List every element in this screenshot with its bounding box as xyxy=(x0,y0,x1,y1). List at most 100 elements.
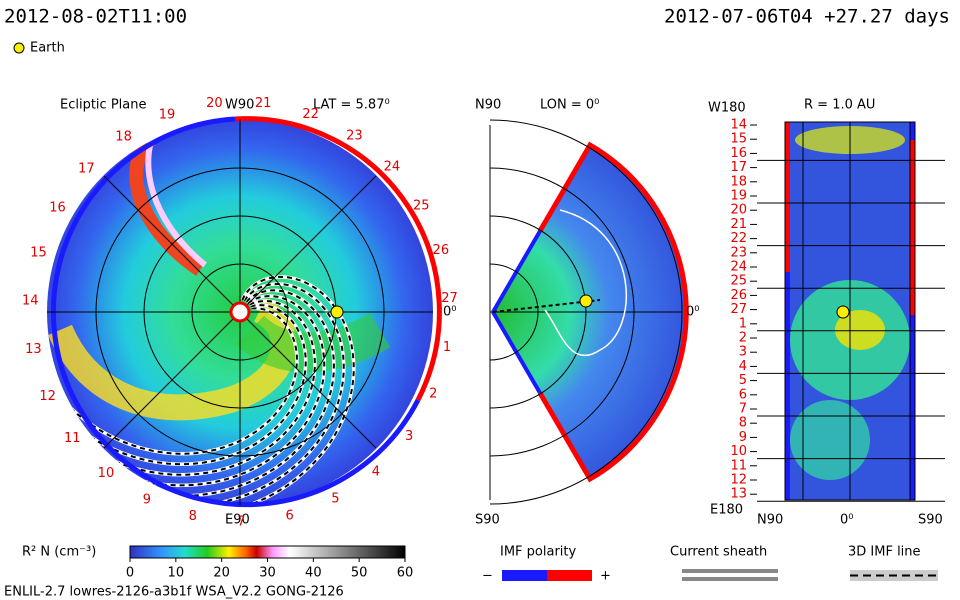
field-line xyxy=(89,295,326,487)
rotation-label: 25 xyxy=(413,198,430,213)
rotation-label: 27 xyxy=(730,302,747,317)
rotation-label: 11 xyxy=(64,431,81,446)
rotation-label: 26 xyxy=(433,243,450,258)
colorbar-tick-label: 50 xyxy=(351,566,368,581)
colorbar-tick-label: 10 xyxy=(168,566,185,581)
rotation-label: 5 xyxy=(739,373,747,388)
field-line xyxy=(151,282,345,505)
rotation-label: 7 xyxy=(237,514,245,529)
panel-title: Ecliptic Plane xyxy=(60,98,146,113)
rotation-label: 5 xyxy=(331,492,339,507)
rotation-label: 21 xyxy=(730,217,747,232)
rotation-label: 25 xyxy=(730,274,747,289)
rotation-label: 16 xyxy=(49,201,66,216)
lon-label: LON = 0⁰ xyxy=(540,98,599,113)
left-label: N90 xyxy=(757,513,783,528)
rotation-label: 3 xyxy=(739,345,747,360)
rotation-label: 23 xyxy=(346,128,363,143)
right-label: 0⁰ xyxy=(686,305,699,320)
rotation-label: 2 xyxy=(739,331,747,346)
rotation-label: 14 xyxy=(22,294,39,309)
sphere-panel: W180 R = 1.0 AU E180 N90 0⁰ S90 1 4 151617… xyxy=(708,98,945,528)
rotation-label: 9 xyxy=(143,493,151,508)
time: 2012-08-02T11:00 xyxy=(4,6,187,28)
earth-marker xyxy=(330,305,344,319)
rotation-label: 3 xyxy=(405,429,413,444)
rotation-label: 1 xyxy=(443,340,451,355)
run-label: 2012-07-06T04 +27.27 days xyxy=(664,6,950,28)
rotation-label: 20 xyxy=(206,96,223,111)
legend-title: 3D IMF line xyxy=(848,545,921,560)
earth-icon xyxy=(13,42,25,54)
legend-title: IMF polarity xyxy=(500,545,576,560)
colorbar-tick-label: 40 xyxy=(305,566,322,581)
rotation-label: 17 xyxy=(78,161,95,176)
rotation-label: 6 xyxy=(285,509,293,524)
rotation-label: 23 xyxy=(730,245,747,260)
field-line xyxy=(47,304,307,466)
rotation-label: 10 xyxy=(98,466,115,481)
rotation-label: 4 xyxy=(372,465,380,480)
polarity-negative xyxy=(50,116,421,508)
colorbar-tick-label: 30 xyxy=(259,566,276,581)
bottom-label: E90 xyxy=(225,513,250,528)
colorbar xyxy=(129,545,406,559)
polarity-swatch xyxy=(502,570,547,581)
rotation-label: 13 xyxy=(730,487,747,502)
rotation-label: 1 xyxy=(739,316,747,331)
right-label: S90 xyxy=(918,513,943,528)
top-label: N90 xyxy=(475,98,501,113)
rotation-label: 9 xyxy=(739,430,747,445)
field-line xyxy=(187,275,355,505)
ecliptic-panel: Ecliptic Plane W90 LAT = 5.87⁰ E90 0⁰ xyxy=(47,98,456,528)
lat-label: LAT = 5.87⁰ xyxy=(313,98,390,113)
field-line xyxy=(47,307,298,455)
rotation-label: 2 xyxy=(429,387,437,402)
footer: ENLIL-2.7 lowres-2126-a3b1f WSA_V2.2 GON… xyxy=(4,585,344,600)
rotation-label: 12 xyxy=(730,473,747,488)
middle-label: 0⁰ xyxy=(840,513,853,528)
legend-plus: + xyxy=(600,569,611,584)
rotation-label: 27 xyxy=(441,291,458,306)
right-label: 0⁰ xyxy=(443,305,456,320)
rotation-label: 15 xyxy=(730,132,747,147)
rotation-label: 18 xyxy=(730,174,747,189)
rotation-label: 8 xyxy=(739,416,747,431)
rotation-label: 24 xyxy=(730,260,747,275)
rotation-label: 18 xyxy=(115,130,132,145)
top-label: W180 xyxy=(708,101,746,116)
rotation-label: 21 xyxy=(255,96,272,111)
field-line xyxy=(64,299,316,476)
colorbar-label: R² N (cm⁻³) xyxy=(22,545,96,560)
rotation-label: 10 xyxy=(730,444,747,459)
meridional-panel: N90 LON = 0⁰ S90 0⁰ xyxy=(475,98,699,528)
rotation-label: 26 xyxy=(730,288,747,303)
rotation-label: 8 xyxy=(189,509,197,524)
spirals xyxy=(47,119,391,505)
rotation-label: 22 xyxy=(730,231,747,246)
bottom-label: E180 xyxy=(710,503,743,518)
rotation-label: 22 xyxy=(302,107,319,122)
radius-label: R = 1.0 AU xyxy=(804,98,875,113)
bottom-label: S90 xyxy=(475,513,500,528)
colorbar-tick-label: 0 xyxy=(126,566,134,581)
legend-title: Current sheath xyxy=(670,545,767,560)
colorbar-tick-label: 20 xyxy=(213,566,230,581)
rotation-label: 19 xyxy=(159,108,176,123)
rotation-label: 6 xyxy=(739,387,747,402)
legend-minus: − xyxy=(482,569,493,584)
rotation-label: 7 xyxy=(739,402,747,417)
field-line xyxy=(118,289,335,498)
rotation-label: 4 xyxy=(739,359,747,374)
colorbar-tick-label: 60 xyxy=(397,566,414,581)
rotation-label: 11 xyxy=(730,458,747,473)
rotation-label: 16 xyxy=(730,146,747,161)
rotation-label: 20 xyxy=(730,203,747,218)
rotation-label: 17 xyxy=(730,160,747,175)
rotation-label: 13 xyxy=(25,342,42,357)
polarity-swatch xyxy=(547,570,592,581)
rotation-label: 24 xyxy=(384,160,401,175)
rotation-label: 12 xyxy=(39,389,56,404)
rotation-label: 15 xyxy=(30,245,47,260)
